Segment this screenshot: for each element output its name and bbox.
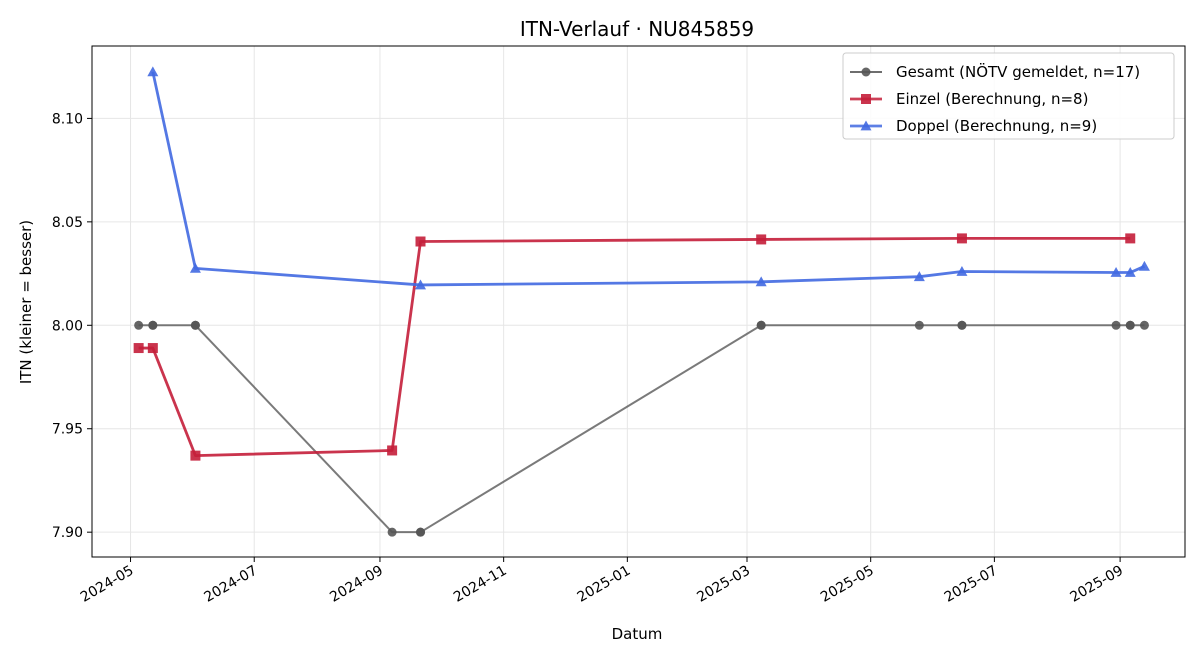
series-1 <box>133 233 1136 461</box>
data-point <box>1110 267 1122 277</box>
data-point <box>133 343 144 354</box>
data-point <box>415 236 426 247</box>
x-tick-label: 2025-01 <box>575 563 634 606</box>
x-tick-label: 2025-07 <box>942 563 1001 606</box>
legend-swatch-marker <box>861 67 871 77</box>
legend-label: Doppel (Berechnung, n=9) <box>896 117 1097 135</box>
data-point <box>1125 233 1136 244</box>
data-point <box>756 320 766 330</box>
data-point <box>956 233 967 244</box>
data-point <box>147 66 159 77</box>
series-layer <box>133 66 1150 537</box>
legend-label: Gesamt (NÖTV gemeldet, n=17) <box>896 62 1140 81</box>
data-point <box>189 262 201 273</box>
legend: Gesamt (NÖTV gemeldet, n=17) Einzel (Bere… <box>842 52 1175 140</box>
y-tick-label: 8.05 <box>52 215 83 231</box>
data-point <box>190 450 201 461</box>
data-point <box>756 234 767 245</box>
y-axis: 7.90 7.95 8.00 8.05 8.10 <box>52 111 92 541</box>
data-point <box>957 320 967 330</box>
data-point <box>755 276 767 287</box>
x-tick-label: 2025-03 <box>694 563 753 606</box>
legend-entry-1: Einzel (Berechnung, n=8) <box>850 90 1088 108</box>
x-axis: 2024-05 2024-07 2024-09 2024-11 2025-01 2025-… <box>78 557 1126 606</box>
y-tick-label: 8.10 <box>52 111 83 127</box>
data-point <box>148 320 158 330</box>
legend-swatch-marker <box>861 94 871 104</box>
x-tick-label: 2024-07 <box>202 563 261 606</box>
legend-swatch-marker <box>860 120 872 131</box>
series-line <box>138 237 1131 458</box>
data-point <box>387 527 397 537</box>
data-point <box>956 266 968 276</box>
x-axis-label: Datum <box>612 625 663 643</box>
data-point <box>1139 320 1149 330</box>
data-point <box>1111 320 1121 330</box>
x-tick-label: 2024-05 <box>78 563 137 606</box>
data-point <box>415 279 427 290</box>
legend-entry-2: Doppel (Berechnung, n=9) <box>850 117 1097 135</box>
y-axis-label: ITN (kleiner = besser) <box>17 220 35 384</box>
legend-label: Einzel (Berechnung, n=8) <box>896 90 1088 108</box>
x-tick-label: 2024-11 <box>451 563 510 606</box>
data-point <box>190 320 200 330</box>
legend-entry-0: Gesamt (NÖTV gemeldet, n=17) <box>850 62 1140 81</box>
data-point <box>416 527 426 537</box>
series-2 <box>147 66 1150 290</box>
data-point <box>914 320 924 330</box>
chart-title: ITN-Verlauf · NU845859 <box>520 17 754 41</box>
plot-frame <box>91 45 1186 558</box>
legend-box <box>842 52 1175 140</box>
data-point <box>387 445 398 456</box>
y-tick-label: 7.90 <box>52 525 83 541</box>
data-point <box>147 343 158 354</box>
x-tick-label: 2025-09 <box>1067 563 1126 606</box>
y-tick-label: 7.95 <box>52 422 83 438</box>
data-point <box>1125 320 1135 330</box>
data-point <box>1124 267 1136 277</box>
data-point <box>913 271 925 282</box>
data-point <box>134 320 144 330</box>
x-tick-label: 2024-09 <box>327 563 386 606</box>
data-point <box>1138 260 1150 271</box>
series-0 <box>134 320 1149 537</box>
y-tick-label: 8.00 <box>52 318 83 334</box>
x-tick-label: 2025-05 <box>818 563 877 606</box>
